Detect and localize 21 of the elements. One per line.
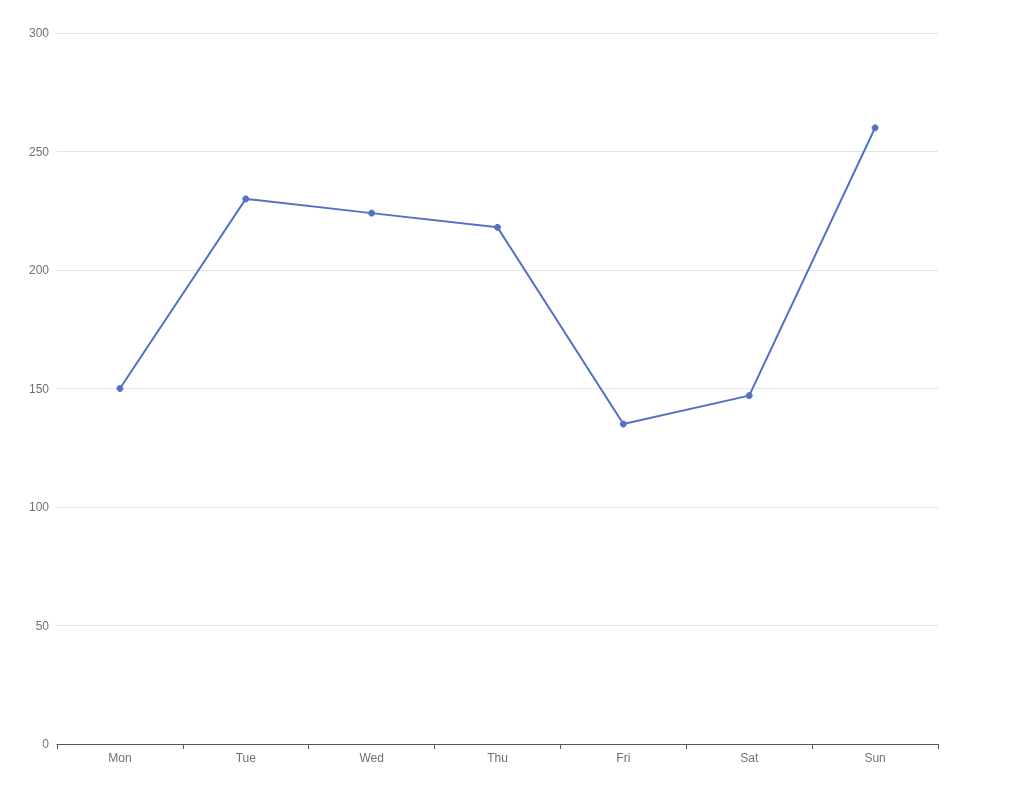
- x-tick-label: Fri: [616, 751, 631, 765]
- point: [368, 209, 376, 217]
- point: [871, 124, 879, 132]
- point: [745, 392, 753, 400]
- x-tick-label: Wed: [359, 751, 384, 765]
- y-tick-label: 100: [28, 500, 50, 514]
- x-tick-label: Mon: [108, 751, 132, 765]
- y-tick-label: 0: [42, 737, 50, 751]
- point: [619, 420, 627, 428]
- y-tick-label: 300: [28, 26, 50, 40]
- y-tick-label: 50: [35, 618, 50, 633]
- x-tick-label: Thu: [487, 751, 508, 765]
- y-tick-label: 150: [28, 381, 50, 396]
- point: [494, 223, 501, 231]
- x-tick-label: Tue: [235, 751, 257, 765]
- point: [242, 195, 250, 203]
- x-tick-label: Sun: [864, 751, 886, 765]
- y-tick-label: 250: [28, 144, 50, 159]
- y-tick-label: 200: [28, 263, 50, 277]
- x-tick-label: Sat: [740, 751, 759, 765]
- point: [116, 385, 124, 392]
